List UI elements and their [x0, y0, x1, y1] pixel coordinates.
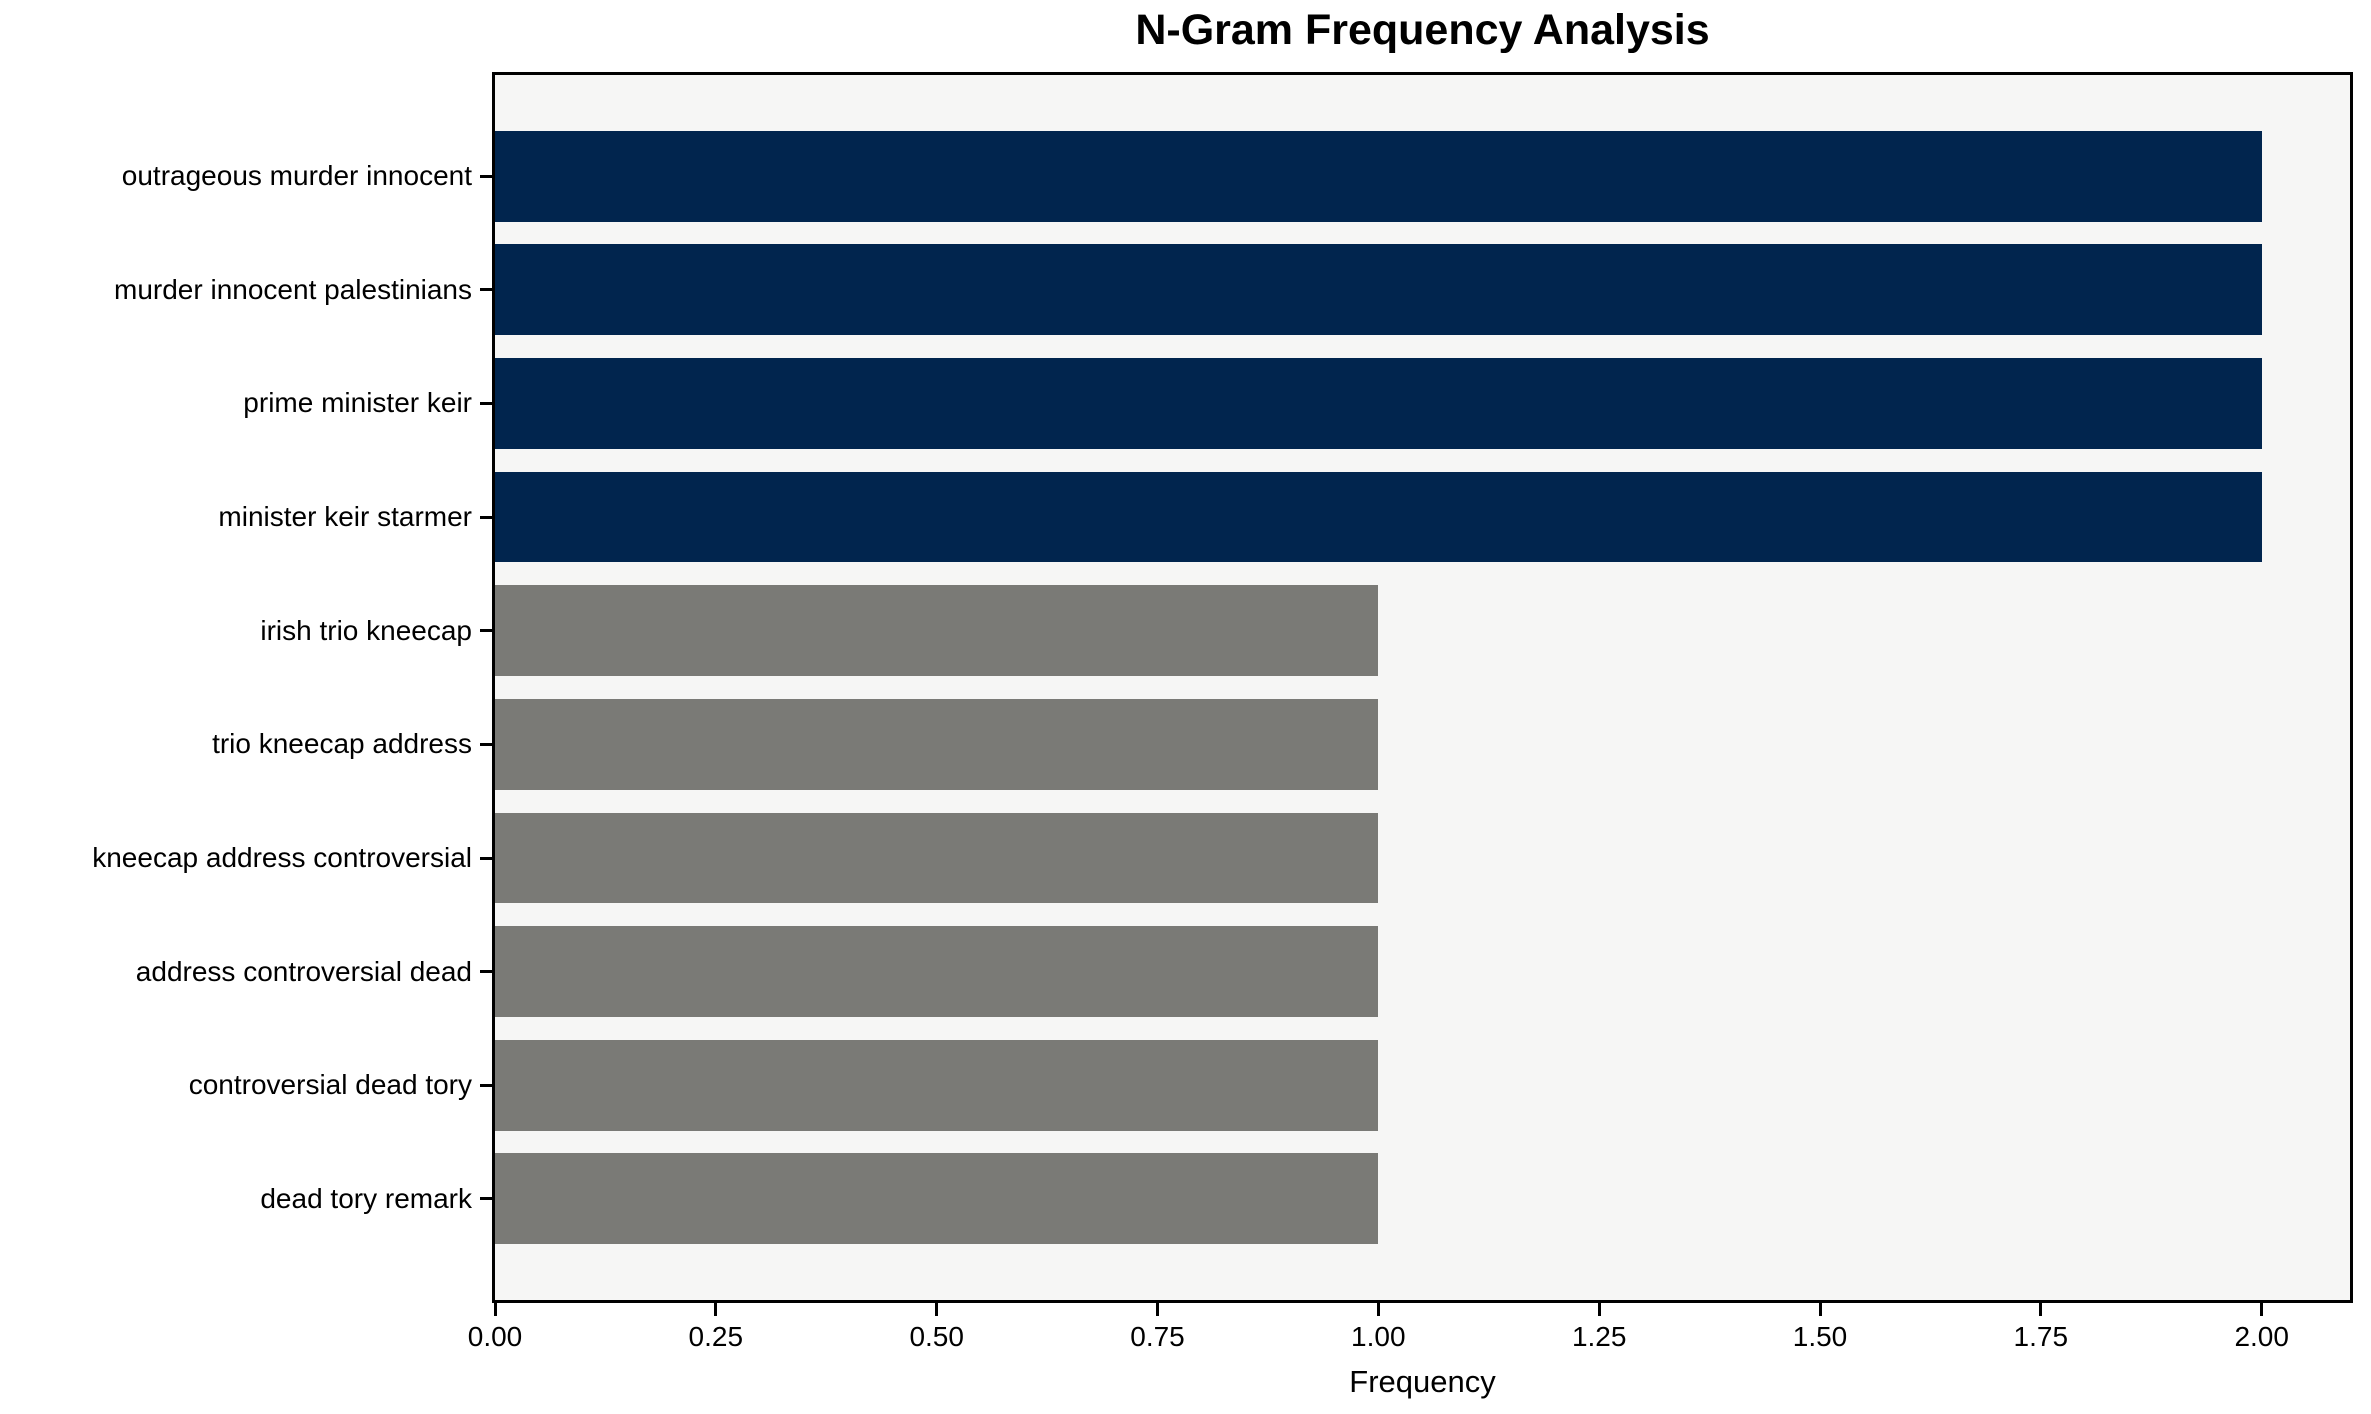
x-tick-label: 2.00 [2234, 1321, 2289, 1352]
x-axis-label: Frequency [1349, 1364, 1496, 1399]
y-tick-label: prime minister keir [243, 387, 472, 419]
bar [495, 130, 2262, 222]
bar [495, 585, 1379, 677]
bar [495, 244, 2262, 336]
x-tick-mark [2039, 1303, 2043, 1316]
y-tick-mark [480, 515, 492, 519]
y-tick-label: murder innocent palestinians [114, 273, 472, 305]
bar [495, 812, 1379, 904]
bar [495, 471, 2262, 563]
y-tick-label: irish trio kneecap [260, 614, 472, 646]
y-tick-label: kneecap address controversial [92, 842, 472, 873]
x-tick-label: 0.00 [467, 1321, 523, 1352]
y-tick-label: address controversial dead [135, 955, 472, 987]
x-tick-mark [2260, 1303, 2264, 1316]
x-tick-label: 1.75 [2013, 1321, 2069, 1352]
x-tick-label: 1.50 [1792, 1321, 1848, 1352]
x-tick-mark [1818, 1303, 1822, 1316]
y-tick-mark [480, 1083, 492, 1087]
x-tick-mark [935, 1303, 939, 1316]
x-tick-label: 1.25 [1571, 1321, 1627, 1352]
x-tick-label: 0.75 [1130, 1321, 1185, 1352]
x-tick-mark [1376, 1303, 1380, 1316]
x-tick-mark [1156, 1303, 1159, 1316]
bar [495, 1153, 1379, 1245]
y-tick-label: controversial dead tory [188, 1069, 472, 1101]
y-tick-mark [480, 288, 492, 292]
x-tick-mark [493, 1303, 497, 1316]
y-tick-mark [480, 1197, 492, 1201]
y-tick-mark [480, 742, 492, 746]
y-tick-mark [480, 856, 492, 860]
plot-area [492, 72, 2353, 1303]
y-tick-label: dead tory remark [260, 1182, 472, 1214]
x-tick-mark [1597, 1303, 1601, 1316]
y-tick-mark [480, 629, 492, 633]
y-tick-mark [480, 174, 492, 178]
x-tick-mark [714, 1303, 718, 1316]
y-tick-mark [480, 970, 492, 974]
bar [495, 698, 1379, 790]
y-tick-label: outrageous murder innocent [121, 160, 472, 192]
y-tick-label: minister keir starmer [218, 501, 472, 532]
x-tick-label: 0.50 [909, 1321, 964, 1352]
bar [495, 358, 2262, 449]
y-tick-mark [480, 401, 492, 405]
chart-title: N-Gram Frequency Analysis [1135, 6, 1710, 54]
bar [495, 1039, 1379, 1131]
bar [495, 926, 1379, 1017]
x-tick-label: 0.25 [688, 1321, 744, 1352]
y-tick-label: trio kneecap address [212, 728, 472, 760]
x-tick-label: 1.00 [1351, 1321, 1406, 1352]
